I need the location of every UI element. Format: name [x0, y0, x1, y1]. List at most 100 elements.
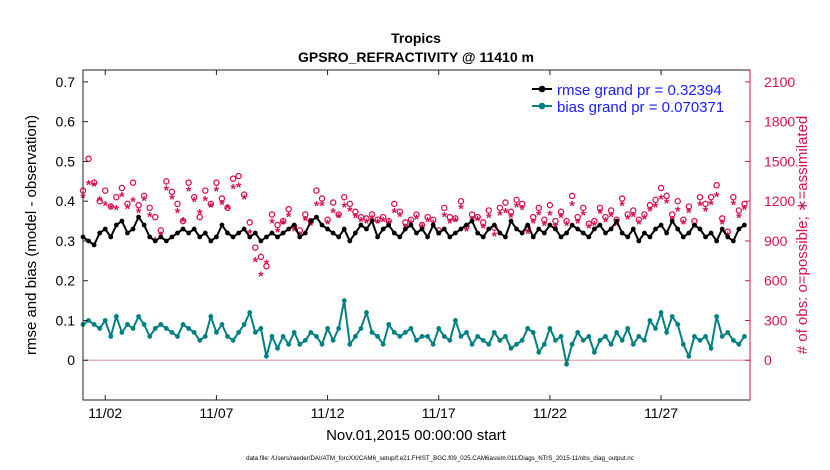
bias-point: [125, 322, 130, 327]
assimilated-obs-point: *: [603, 214, 609, 230]
possible-obs-point: [124, 200, 131, 208]
possible-obs-point: [374, 216, 381, 224]
assimilated-obs-point: *: [397, 208, 403, 224]
bias-point: [525, 326, 531, 331]
possible-obs-point: [680, 216, 687, 224]
assimilated-obs-point: *: [536, 207, 542, 223]
assimilated-obs-point: *: [280, 216, 286, 232]
y-tick-label: 0.2: [56, 273, 76, 289]
assimilated-obs-point: *: [414, 211, 420, 227]
assimilated-obs-point: *: [458, 200, 464, 216]
possible-obs-point: [340, 193, 348, 201]
assimilated-obs-point: *: [714, 188, 720, 204]
rmse-point: [447, 234, 453, 240]
rmse-point: [136, 214, 141, 220]
possible-obs-point: [224, 204, 231, 212]
assimilated-obs-point: *: [681, 216, 687, 232]
legend-rmse-label: rmse grand pr = 0.32394: [557, 82, 722, 99]
bias-point: [225, 333, 230, 339]
assimilated-obs-point: *: [319, 198, 325, 214]
bias-point: [119, 330, 125, 335]
rmse-point: [503, 234, 508, 240]
x-tick-label: 11/17: [422, 405, 456, 421]
rmse-point: [625, 234, 631, 240]
rmse-point: [580, 230, 586, 236]
rmse-point: [86, 238, 91, 244]
possible-obs-point: [591, 217, 598, 225]
bias-point: [258, 326, 264, 331]
legend: rmse grand pr = 0.32394 bias grand pr = …: [532, 82, 724, 116]
rmse-point: [630, 226, 636, 232]
rmse-point: [591, 226, 597, 232]
x-tick-label: 11/12: [311, 405, 345, 421]
possible-obs-point: [407, 216, 415, 224]
bias-point: [725, 330, 731, 335]
bias-point: [508, 345, 514, 351]
bias-point: [641, 337, 647, 343]
possible-obs-point: [646, 201, 654, 209]
bias-point: [547, 326, 553, 331]
assimilated-obs-point: *: [464, 223, 470, 239]
bias-point: [108, 333, 114, 339]
assimilated-obs-point: *: [742, 202, 748, 218]
rmse-point: [419, 226, 425, 232]
rmse-point: [141, 222, 147, 228]
bias-point: [453, 318, 458, 323]
bias-point: [497, 337, 503, 343]
assimilated-obs-point: *: [619, 198, 625, 214]
assimilated-obs-point: *: [180, 214, 186, 230]
y-tick-label: 0: [67, 352, 75, 368]
possible-obs-point: [235, 172, 242, 180]
bias-series-layer: [80, 298, 747, 367]
possible-obs-point: [318, 195, 326, 202]
bias-point: [486, 341, 492, 347]
bias-point: [208, 314, 214, 319]
rmse-point: [425, 234, 431, 240]
rmse-point: [125, 230, 130, 236]
possible-obs-point: [152, 213, 159, 221]
bias-point: [603, 333, 608, 339]
bias-point: [436, 326, 442, 331]
rmse-point: [469, 218, 475, 224]
assimilated-obs-point: *: [208, 199, 214, 215]
rmse-point: [119, 218, 125, 224]
assimilated-obs-point: *: [97, 192, 103, 208]
assimilated-obs-point: *: [631, 208, 637, 224]
rmse-point: [175, 230, 180, 236]
possible-obs-point: [585, 220, 593, 227]
assimilated-obs-point: *: [314, 198, 320, 214]
bias-point: [664, 330, 670, 335]
assimilated-obs-point: *: [353, 210, 359, 226]
possible-obs-point: [218, 195, 226, 202]
rmse-point: [325, 226, 330, 232]
bias-point: [580, 337, 586, 343]
assimilated-obs-point: *: [119, 188, 125, 204]
bias-point: [541, 341, 547, 347]
bias-point: [191, 330, 197, 335]
rmse-point: [352, 230, 358, 236]
rmse-point: [347, 238, 353, 244]
bias-point: [742, 333, 747, 339]
possible-obs-point: [240, 191, 248, 198]
assimilated-obs-point: *: [136, 204, 142, 220]
possible-obs-point: [190, 193, 198, 201]
rmse-point: [230, 234, 236, 240]
rmse-point: [358, 222, 364, 228]
rmse-point: [725, 234, 731, 240]
bias-point: [402, 330, 408, 335]
assimilated-obs-point: *: [130, 194, 136, 210]
assimilated-obs-point: *: [658, 191, 664, 207]
rmse-point: [369, 218, 375, 224]
y-tick-label: 0.4: [56, 193, 76, 209]
assimilated-obs-point: *: [230, 180, 236, 196]
rmse-point: [219, 222, 225, 228]
bias-point: [630, 341, 636, 347]
rmse-point: [97, 230, 103, 236]
possible-obs-point: [302, 211, 309, 218]
bias-point: [202, 333, 208, 339]
assimilated-obs-point: *: [703, 203, 709, 219]
assimilated-obs-point: *: [286, 208, 292, 224]
bias-point: [575, 330, 581, 335]
rmse-point: [453, 230, 458, 236]
bias-point: [553, 337, 558, 343]
